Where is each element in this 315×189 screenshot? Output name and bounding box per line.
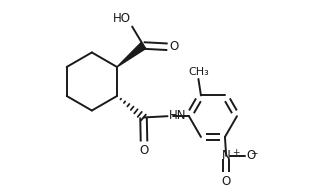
Text: +: + [232,148,239,157]
Text: O: O [169,40,179,53]
Text: HN: HN [169,109,186,122]
Polygon shape [117,43,146,67]
Text: O: O [246,149,255,162]
Text: −: − [250,148,258,157]
Text: CH₃: CH₃ [188,67,209,77]
Text: O: O [221,175,231,188]
Text: O: O [140,144,149,157]
Text: HO: HO [113,12,131,25]
Text: N: N [222,149,231,162]
